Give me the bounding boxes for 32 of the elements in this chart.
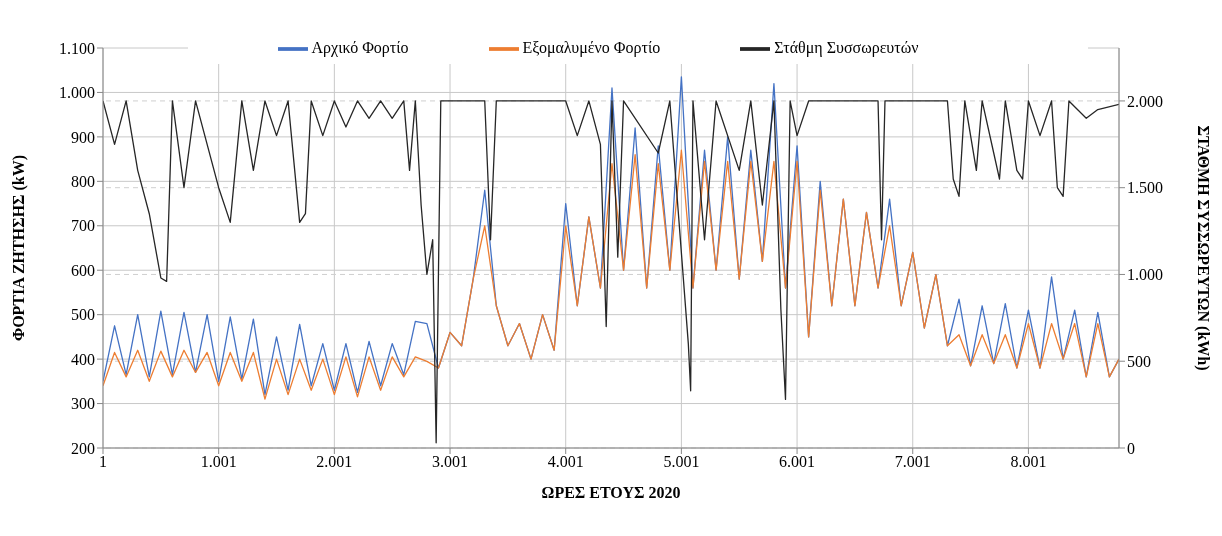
x-tick-label: 2.001 [316,453,353,471]
x-tick-label: 1 [99,453,107,471]
y-tick-label: 700 [71,217,95,235]
y2-axis-title: ΣΤΑΘΜΗ ΣΥΣΣΩΡΕΥΤΩΝ (kWh) [1194,125,1213,371]
y2-tick-label: 1.000 [1127,266,1163,284]
y2-tick-label: 1.500 [1127,179,1163,197]
line-series [103,100,1119,444]
y2-tick-label: 0 [1127,439,1135,457]
y-tick-label: 400 [71,350,95,368]
y-axis-title: ΦΟΡΤΙΑ ΖΗΤΗΣΗΣ (kW) [9,154,28,342]
y-tick-label: 600 [71,261,95,279]
line-series [103,149,1119,400]
x-tick-label: 6.001 [779,453,816,471]
x-tick-label: 4.001 [547,453,584,471]
legend-label: Εξομαλυμένο Φορτίο [522,38,661,56]
legend-label: Αρχικό Φορτίο [311,38,409,56]
y-tick-label: 1.000 [59,84,95,102]
y2-tick-label: 500 [1127,352,1151,370]
y-tick-label: 300 [71,395,95,413]
y-tick-label: 200 [71,439,95,457]
x-tick-label: 5.001 [663,453,700,471]
x-tick-label: 8.001 [1010,453,1047,471]
x-tick-label: 3.001 [432,453,469,471]
y-tick-label: 800 [71,173,95,191]
y-tick-label: 500 [71,306,95,324]
x-tick-label: 1.001 [200,453,237,471]
y2-tick-label: 2.000 [1127,92,1163,110]
y-tick-label: 900 [71,128,95,146]
legend-label: Στάθμη Συσσωρευτών [774,38,919,56]
x-tick-label: 7.001 [894,453,931,471]
x-axis-title: ΩΡΕΣ ΕΤΟΥΣ 2020 [541,484,681,501]
y-tick-label: 1.100 [59,39,95,57]
